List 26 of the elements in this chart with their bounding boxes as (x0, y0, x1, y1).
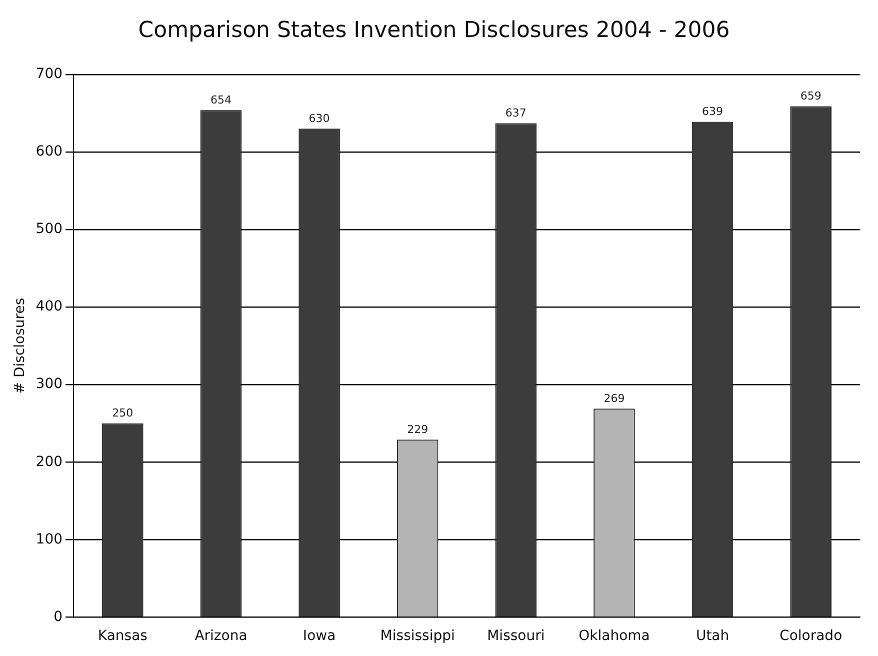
x-tick-label: Missouri (487, 628, 545, 644)
data-label: 250 (112, 406, 134, 420)
y-tick-label: 100 (36, 531, 63, 548)
x-tick-label: Colorado (780, 628, 842, 644)
data-label: 637 (505, 106, 526, 120)
y-tick-label: 200 (36, 454, 63, 470)
y-tick-label: 600 (36, 144, 63, 160)
y-tick-label: 300 (36, 376, 63, 392)
data-label: 659 (800, 90, 822, 103)
x-tick-label: Arizona (194, 628, 248, 644)
y-axis-title: # Disclosures (12, 298, 28, 394)
y-tick-label: 0 (54, 608, 63, 625)
data-label: 654 (210, 93, 232, 106)
data-label: 639 (702, 105, 724, 118)
y-tick-label: 500 (36, 221, 63, 238)
x-tick-label: Iowa (302, 628, 336, 644)
y-tick-label: 700 (36, 66, 63, 82)
x-tick-label: Oklahoma (578, 628, 650, 644)
x-tick-label: Mississippi (380, 628, 455, 644)
data-label: 269 (604, 392, 625, 405)
chart-title: Comparison States Invention Disclosures 2004 - 2006 (138, 18, 730, 43)
x-tick-label: Utah (696, 628, 730, 644)
data-label: 630 (308, 112, 330, 126)
x-tick-label: Kansas (98, 628, 148, 644)
y-tick-label: 400 (36, 298, 63, 315)
data-label: 229 (407, 422, 428, 436)
